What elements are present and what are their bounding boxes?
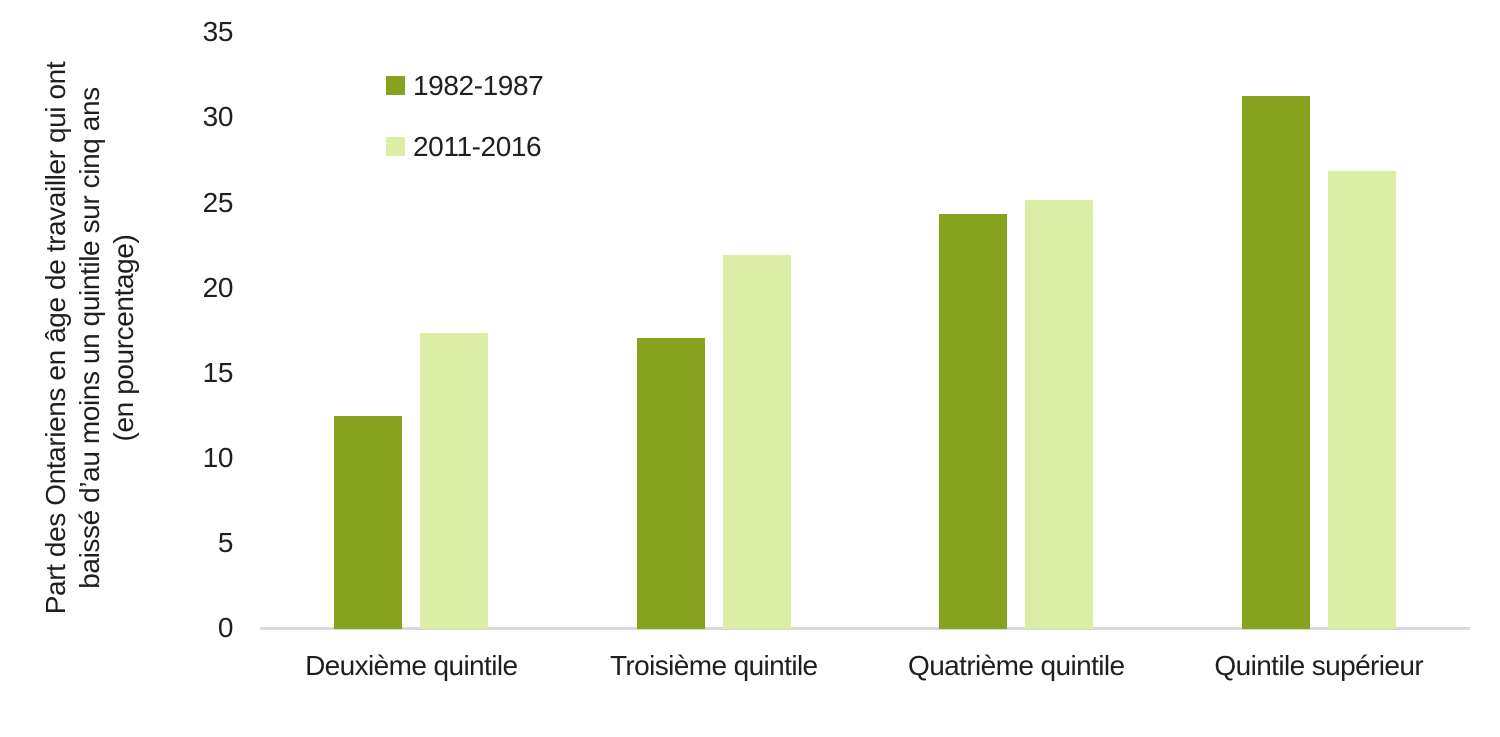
x-axis-category-label: Quintile supérieur xyxy=(1214,650,1424,681)
y-axis-title-line: (en pourcentage) xyxy=(108,234,139,442)
y-tick-label: 5 xyxy=(217,526,234,558)
bar-2011-2016 xyxy=(1025,200,1094,629)
y-axis-title: Part des Ontariens en âge de travailler … xyxy=(39,18,141,658)
legend-item-1982-1987: 1982-1987 xyxy=(386,70,544,101)
y-tick-label: 25 xyxy=(202,186,234,218)
bar-1982-1987 xyxy=(939,213,1008,629)
y-axis-title-line: Part des Ontariens en âge de travailler … xyxy=(40,61,71,615)
bar-1982-1987 xyxy=(334,416,403,629)
bar-2011-2016 xyxy=(722,254,791,629)
y-tick-label: 30 xyxy=(202,101,234,133)
legend-item-2011-2016: 2011-2016 xyxy=(386,131,542,162)
legend-label: 2011-2016 xyxy=(413,130,542,162)
bar-2011-2016 xyxy=(1327,171,1396,629)
y-tick-label: 0 xyxy=(217,612,234,643)
legend-swatch-2011-2016 xyxy=(386,137,405,156)
bar-1982-1987 xyxy=(636,337,705,629)
x-axis-category-label: Troisième quintile xyxy=(609,650,818,681)
y-tick-label: 35 xyxy=(202,16,234,48)
bar-1982-1987 xyxy=(1241,96,1310,629)
x-axis-category-label: Deuxième quintile xyxy=(305,650,518,681)
x-axis-category-label: Quatrième quintile xyxy=(908,650,1125,681)
x-axis-line xyxy=(260,626,1470,630)
legend-label: 1982-1987 xyxy=(413,69,544,101)
y-axis-title-line: baissé d’au moins un quintile sur cinq a… xyxy=(74,87,105,589)
y-tick-label: 20 xyxy=(202,271,234,303)
y-tick-label: 15 xyxy=(202,356,234,388)
legend-swatch-1982-1987 xyxy=(386,76,405,95)
bar-2011-2016 xyxy=(420,332,489,629)
y-tick-label: 10 xyxy=(202,441,234,473)
